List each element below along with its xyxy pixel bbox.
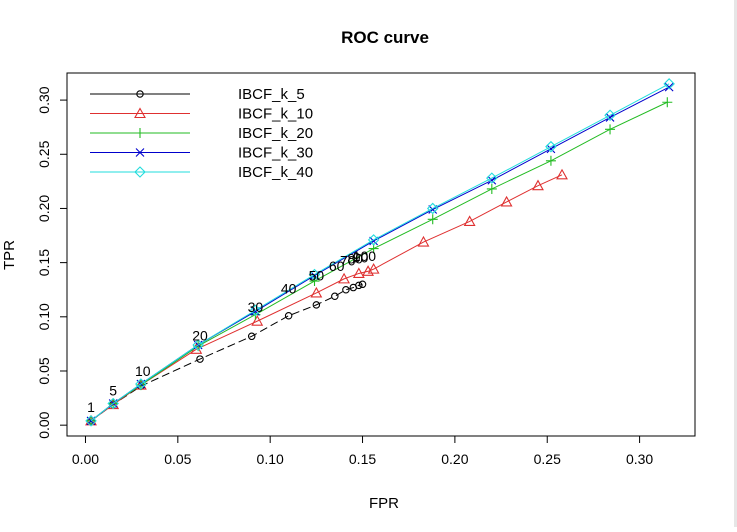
data-point: [545, 140, 557, 153]
data-point: [605, 124, 616, 135]
x-tick-label: 0.05: [164, 451, 191, 467]
legend-item: IBCF_k_20: [90, 125, 313, 142]
y-tick-label: 0.30: [36, 86, 52, 113]
legend-label: IBCF_k_10: [238, 106, 313, 123]
legend-marker: [135, 128, 145, 138]
legend-marker: [135, 148, 145, 157]
data-point: [358, 280, 367, 289]
y-axis: 0.00 0.05 0.10 0.15 0.20 0.25 0.30: [36, 86, 67, 439]
x-tick-label: 0.00: [72, 451, 99, 467]
data-point: [196, 355, 204, 363]
data-point: [308, 268, 321, 281]
x-tick-label: 0.15: [349, 451, 376, 467]
data-point: [249, 304, 262, 317]
data-point: [367, 262, 380, 274]
y-tick-label: 0.25: [36, 140, 52, 167]
data-point: [605, 113, 615, 122]
x-axis: 0.00 0.05 0.10 0.15 0.20 0.25 0.30: [72, 436, 653, 467]
data-point: [312, 301, 321, 309]
plot-frame: [66, 72, 696, 437]
window-edge: [734, 0, 737, 527]
data-point: [486, 183, 497, 194]
y-tick-label: 0.00: [36, 411, 52, 438]
data-point: [487, 175, 497, 185]
x-tick-label: 0.10: [257, 451, 284, 467]
legend-marker: [134, 166, 146, 178]
data-point: [545, 155, 556, 166]
data-point: [309, 276, 320, 287]
series-IBCF_k_40: [85, 78, 675, 427]
point-label: 20: [192, 327, 208, 343]
series-line: [90, 83, 670, 422]
data-point: [663, 78, 675, 90]
data-point: [284, 311, 293, 320]
data-point: [107, 397, 119, 410]
point-label: 40: [281, 281, 297, 297]
data-point: [135, 378, 147, 390]
point-label: 5: [109, 383, 117, 399]
data-point: [367, 234, 380, 246]
point-label: 50: [309, 268, 325, 284]
data-point: [662, 97, 673, 108]
data-point: [604, 109, 616, 122]
data-point: [426, 202, 439, 215]
legend: IBCF_k_5 IBCF_k_10 IBCF_k_20 IBCF_k_30 IBCF_…: [90, 86, 313, 181]
point-label: 70: [340, 253, 356, 269]
data-point: [532, 179, 544, 191]
data-point: [331, 292, 339, 300]
point-label: 100: [353, 248, 377, 264]
data-point: [251, 315, 264, 326]
data-point: [664, 82, 674, 92]
legend-item: IBCF_k_5: [90, 86, 305, 103]
y-tick-label: 0.15: [36, 249, 52, 276]
data-point: [486, 172, 498, 184]
data-point: [85, 415, 97, 427]
legend-marker: [136, 90, 144, 98]
point-label: 80: [347, 250, 363, 266]
data-point: [500, 195, 513, 207]
legend-item: IBCF_k_10: [90, 106, 313, 123]
legend-marker: [134, 107, 146, 119]
data-point: [247, 332, 256, 341]
data-point: [546, 144, 556, 154]
data-point: [310, 286, 323, 298]
data-point: [355, 281, 363, 290]
data-point: [556, 168, 568, 180]
legend-item: IBCF_k_30: [90, 145, 313, 162]
data-point: [192, 339, 204, 351]
data-point: [427, 214, 438, 225]
data-point: [463, 215, 476, 227]
point-label: 90: [353, 249, 369, 265]
x-tick-label: 0.25: [534, 451, 561, 467]
y-tick-label: 0.20: [36, 195, 52, 222]
chart-title: ROC curve: [341, 28, 429, 47]
series-line: [90, 174, 563, 422]
data-point: [417, 235, 430, 247]
x-tick-label: 0.30: [626, 451, 653, 467]
data-point: [338, 272, 350, 284]
y-tick-label: 0.10: [36, 303, 52, 330]
data-point: [342, 285, 350, 294]
y-tick-label: 0.05: [36, 357, 52, 384]
y-axis-label: TPR: [1, 240, 18, 270]
legend-item: IBCF_k_40: [90, 164, 313, 181]
point-label: 60: [329, 258, 345, 274]
series-line: [90, 101, 668, 422]
series-layer: [85, 78, 675, 427]
point-label: 30: [248, 299, 264, 315]
x-axis-label: FPR: [369, 495, 399, 512]
x-tick-label: 0.20: [441, 451, 468, 467]
point-label: 10: [135, 363, 151, 379]
legend-label: IBCF_k_20: [238, 125, 313, 142]
data-point: [362, 265, 375, 276]
data-point: [352, 267, 365, 279]
legend-label: IBCF_k_5: [238, 86, 305, 103]
legend-label: IBCF_k_30: [238, 145, 313, 162]
point-label: 1: [87, 399, 95, 415]
legend-label: IBCF_k_40: [238, 164, 313, 181]
